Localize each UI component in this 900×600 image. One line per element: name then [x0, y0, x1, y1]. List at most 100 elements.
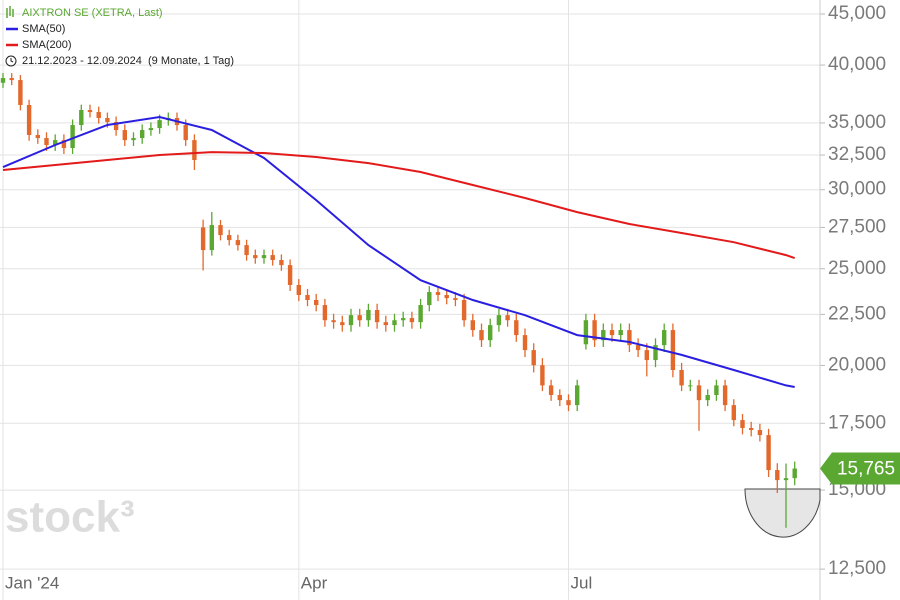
candle-body	[261, 255, 267, 259]
candle-body	[218, 225, 223, 236]
candle-body	[575, 385, 580, 406]
candle-body	[670, 330, 676, 371]
candle-body	[740, 420, 745, 429]
candle-body	[113, 122, 119, 131]
last-price-box	[820, 452, 900, 485]
candle-body	[601, 330, 606, 341]
candle-body	[488, 325, 493, 341]
candle-body	[401, 318, 406, 321]
candle-body	[200, 227, 206, 251]
candle-body	[61, 140, 67, 149]
y-tick-label: 20,000	[828, 354, 886, 375]
clock-icon	[10, 58, 14, 63]
candle-body	[557, 395, 562, 401]
legend: AIXTRON SE (XETRA, Last) SMA(50) SMA(200…	[5, 6, 234, 67]
x-tick-label: Jul	[571, 573, 593, 592]
candle-body	[792, 468, 797, 479]
marks-layer	[0, 73, 797, 528]
candle-body	[105, 118, 110, 123]
x-tick-label: Apr	[301, 573, 328, 592]
candle-body	[192, 140, 197, 161]
candle-body	[392, 320, 397, 326]
candle-body	[453, 298, 458, 300]
y-tick-label: 35,000	[828, 112, 886, 133]
candle-body	[427, 292, 432, 306]
candle-body	[35, 134, 40, 139]
candle-body	[409, 318, 415, 323]
x-tick-label: Jan '24	[5, 573, 59, 592]
sma-line	[2, 151, 796, 260]
candle-body	[374, 309, 380, 323]
candle-body	[618, 330, 623, 336]
candle-body	[70, 125, 75, 149]
candle-body	[635, 345, 641, 351]
candle-body	[470, 320, 475, 331]
candle-body	[87, 109, 93, 113]
y-tick-label: 22,500	[828, 303, 886, 324]
candle-body	[253, 255, 258, 259]
candle-body	[122, 130, 127, 141]
decoration	[744, 488, 821, 538]
candle-body	[496, 315, 502, 326]
candle-body	[287, 265, 293, 285]
candle-body	[148, 128, 154, 131]
candle-body	[531, 350, 536, 366]
grid-layer	[0, 0, 825, 600]
candle-body	[79, 109, 84, 126]
candle-body	[435, 292, 441, 295]
y-tick-label: 30,000	[828, 179, 886, 200]
candle-body	[418, 305, 423, 323]
y-tick-label: 17,500	[828, 412, 886, 433]
y-tick-label: 40,000	[828, 54, 886, 75]
candle-body	[26, 104, 32, 135]
candle-body	[757, 430, 763, 436]
candle-body	[522, 335, 528, 351]
y-tick-label: 12,500	[828, 558, 886, 579]
candle-body	[705, 395, 710, 401]
candle-body	[609, 330, 615, 336]
candle-body	[383, 322, 388, 326]
candle-body	[279, 259, 284, 266]
y-tick-label: 27,500	[828, 216, 886, 237]
candle-body	[461, 299, 467, 321]
candle-body	[444, 294, 449, 299]
candle-body	[140, 130, 145, 139]
clock-icon	[5, 55, 17, 67]
candle-body	[357, 315, 362, 321]
candle-body	[662, 330, 667, 346]
candle-body	[314, 299, 319, 306]
candle-body	[322, 305, 328, 321]
candle-body	[731, 405, 736, 421]
candle-body	[783, 478, 789, 481]
candle-body	[696, 385, 702, 401]
candle-body	[479, 330, 484, 341]
candle-body	[505, 315, 510, 321]
candle-body	[348, 315, 354, 326]
last-price-label: 15,765	[837, 459, 895, 480]
sma-line	[2, 115, 795, 388]
date-range: 21.12.2023 - 12.09.2024 (9 Monate, 1 Tag…	[22, 55, 234, 67]
candle-body	[566, 400, 571, 406]
y-tick-label: 32,500	[828, 144, 886, 165]
legend-label: SMA(50)	[22, 23, 65, 35]
candle-body	[644, 350, 649, 361]
candle-body	[183, 125, 188, 141]
y-tick-label: 45,000	[828, 3, 886, 24]
candle-body	[331, 320, 336, 323]
candle-body	[679, 370, 684, 386]
y-tick-label: 25,000	[828, 258, 886, 279]
candle-body	[270, 255, 275, 260]
candle-body	[157, 120, 162, 129]
candle-body	[131, 138, 136, 141]
candle-body	[714, 385, 719, 396]
candle-body	[548, 385, 554, 396]
candle-body	[627, 330, 632, 346]
legend-icon	[6, 6, 14, 18]
candle-body	[44, 138, 49, 146]
candle-body	[583, 320, 589, 345]
labels-layer: 12,50015,00017,50020,00022,50025,00027,5…	[5, 3, 900, 592]
candle-body	[9, 78, 14, 81]
candle-body	[688, 385, 693, 387]
candle-body	[227, 235, 232, 241]
